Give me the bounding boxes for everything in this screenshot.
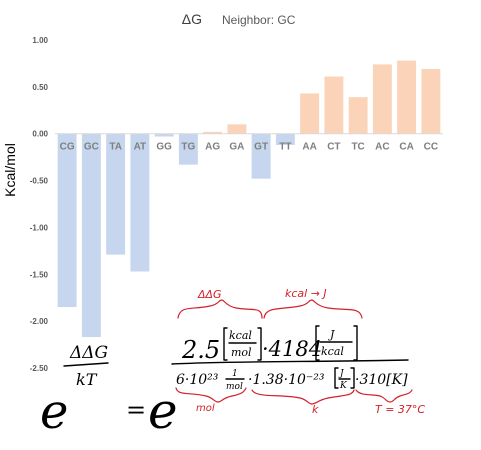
brace-kcal-j xyxy=(263,299,363,319)
den-jk-top: J xyxy=(338,369,345,379)
num-kcal: kcal xyxy=(321,345,344,358)
bar-ac xyxy=(372,64,392,134)
brace-k xyxy=(251,389,355,405)
exponent-denominator: kT xyxy=(76,370,98,389)
x-category-label: AG xyxy=(205,142,220,153)
bar-tc xyxy=(348,97,368,134)
num-bracket2-right xyxy=(353,325,358,361)
num-bracket-right xyxy=(257,327,262,361)
den-jk-bottom: K xyxy=(339,381,348,391)
num-bracket2-left xyxy=(315,325,320,361)
bar-at xyxy=(130,133,150,272)
equals-sign: = xyxy=(126,396,146,424)
y-tick-label: 0.50 xyxy=(32,83,48,92)
exponent-numerator: ΔΔG xyxy=(69,343,108,363)
chart-title: ΔG xyxy=(182,11,202,27)
exponent-fraction-bar xyxy=(63,362,109,367)
den-temperature: ·310[K] xyxy=(355,372,408,388)
bar-gt xyxy=(251,133,271,179)
x-category-label: GG xyxy=(156,142,172,153)
y-axis-label: Kcal/mol xyxy=(2,143,18,197)
x-category-label: CC xyxy=(424,142,438,153)
bar-gc xyxy=(81,133,101,338)
num-bracket-left xyxy=(223,327,228,361)
x-category-label: TT xyxy=(279,142,291,153)
den-permol-bottom: mol xyxy=(226,382,243,392)
label-temperature: T = 37°C xyxy=(375,403,425,416)
x-category-label: TC xyxy=(351,142,364,153)
den-bracket-right xyxy=(350,367,355,389)
den-bracket-left xyxy=(334,367,339,389)
x-category-label: GT xyxy=(254,142,268,153)
bar-ag xyxy=(203,131,223,134)
x-category-label: GC xyxy=(84,142,99,153)
num-unit-top: kcal xyxy=(229,329,252,342)
y-tick-label: -0.50 xyxy=(30,177,49,186)
den-permol-top: 1 xyxy=(232,369,238,379)
label-kcal-to-j: kcal → J xyxy=(285,287,327,300)
label-mol: mol xyxy=(196,403,215,414)
x-category-label: TA xyxy=(109,142,122,153)
x-category-label: GA xyxy=(229,142,244,153)
brace-ddg xyxy=(177,299,263,319)
bar-ct xyxy=(324,76,344,134)
brace-temp xyxy=(355,389,413,403)
y-tick-label: -2.00 xyxy=(30,317,49,326)
bar-tt xyxy=(275,133,295,145)
num-factor: ·4184 xyxy=(262,337,322,361)
y-tick-label: 0.00 xyxy=(32,130,48,139)
label-k: k xyxy=(312,403,319,416)
x-category-label: AT xyxy=(134,142,147,153)
x-category-label: CA xyxy=(399,142,413,153)
main-fraction-bar xyxy=(171,359,409,365)
x-category-label: CG xyxy=(60,142,75,153)
x-category-label: TG xyxy=(181,142,195,153)
bar-ca xyxy=(397,60,417,134)
bar-aa xyxy=(300,93,320,134)
den-avogadro: 6·10²³ xyxy=(176,372,219,388)
bar-tg xyxy=(178,133,198,165)
num-coefficient: 2.5 xyxy=(181,336,220,364)
handwritten-annotations: ΔΔG kT e = e ΔΔG kcal → J 2.5 kcal mol ·… xyxy=(40,287,425,440)
x-category-label: AA xyxy=(302,142,316,153)
y-tick-label: -1.50 xyxy=(30,270,49,279)
den-boltzmann: ·1.38·10⁻²³ xyxy=(248,372,325,388)
x-category-label: AC xyxy=(375,142,389,153)
y-tick-label: -2.50 xyxy=(30,364,49,373)
y-tick-label: -1.00 xyxy=(30,223,49,232)
bar-ga xyxy=(227,124,247,134)
fraction-numerator: 2.5 kcal mol ·4184 J kcal xyxy=(181,325,358,364)
base-e-right: e xyxy=(148,382,178,440)
bar-cc xyxy=(421,69,441,134)
bar-cg xyxy=(57,133,77,308)
num-unit-bottom: mol xyxy=(231,346,252,359)
base-e-left: e xyxy=(40,384,68,440)
brace-mol xyxy=(175,387,247,403)
label-ddg: ΔΔG xyxy=(197,288,222,301)
y-tick-label: 1.00 xyxy=(32,36,48,45)
x-category-label: CT xyxy=(327,142,340,153)
bar-gg xyxy=(154,133,174,137)
bar-ta xyxy=(106,133,126,255)
num-j: J xyxy=(328,328,335,341)
chart-subtitle: Neighbor: GC xyxy=(222,13,296,27)
fraction-denominator: 6·10²³ 1 mol ·1.38·10⁻²³ J K ·310[K] xyxy=(176,367,408,392)
